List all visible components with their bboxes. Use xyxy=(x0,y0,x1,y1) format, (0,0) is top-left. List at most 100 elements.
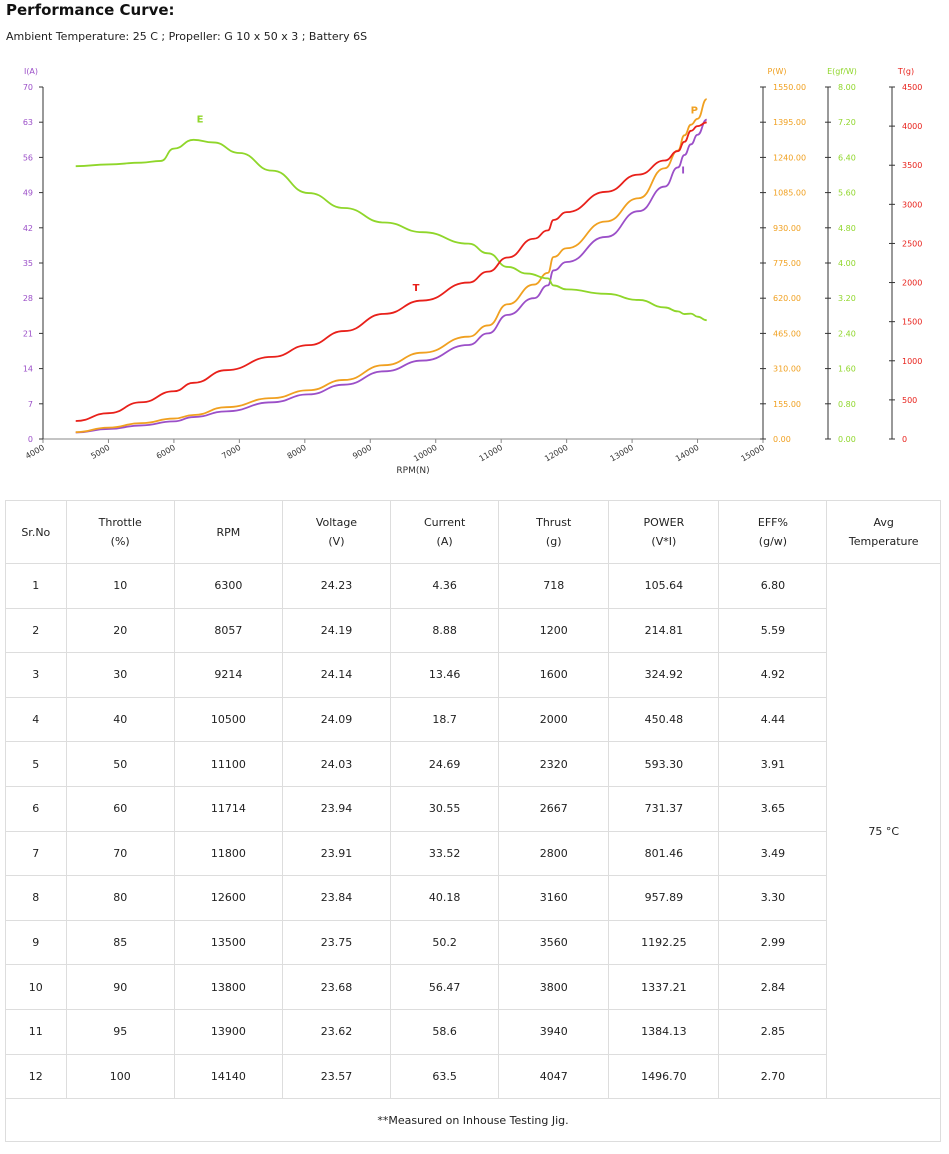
y-tick-label-i: 14 xyxy=(23,365,33,374)
table-cell: 5.59 xyxy=(718,607,828,654)
table-cell: 718 xyxy=(498,563,610,609)
column-header-line: (%) xyxy=(110,535,130,548)
table-cell: 23.94 xyxy=(281,785,392,832)
table-cell: 23.62 xyxy=(281,1008,392,1055)
y-tick-label-p: 1395.00 xyxy=(773,118,806,127)
y-tick-label-i: 56 xyxy=(23,153,33,162)
y-tick-label-p: 0.00 xyxy=(773,435,791,444)
y-tick-label-t: 0 xyxy=(902,435,907,444)
table-cell: 24.09 xyxy=(281,696,392,743)
y-tick-label-i: 7 xyxy=(28,400,33,409)
table-cell: 2667 xyxy=(498,785,610,832)
table-cell: 731.37 xyxy=(608,785,720,832)
y-tick-label-e: 0.80 xyxy=(838,400,856,409)
y-tick-label-i: 0 xyxy=(28,435,33,444)
table-cell: 801.46 xyxy=(608,830,720,877)
table-cell: 3160 xyxy=(498,875,610,921)
table-cell: 3800 xyxy=(498,964,610,1010)
x-tick-label: 8000 xyxy=(286,443,308,461)
table-cell: 24.69 xyxy=(390,741,500,787)
table-cell: 3.49 xyxy=(718,830,828,877)
table-header-row: Sr.No Throttle (%) RPM Voltage (V) Current (A) T… xyxy=(5,500,941,564)
column-header-line: (g/w) xyxy=(758,535,788,548)
table-cell: 4047 xyxy=(498,1053,610,1100)
table-cell: 214.81 xyxy=(608,607,720,654)
column-header: EFF% (g/w) xyxy=(718,500,828,564)
table-cell: 5 xyxy=(5,741,67,787)
column-header-line: POWER xyxy=(643,516,685,529)
column-header: Current (A) xyxy=(390,500,500,564)
table-cell: 1192.25 xyxy=(608,919,720,966)
table-cell: 12 xyxy=(5,1053,67,1100)
column-header-line: (A) xyxy=(436,535,453,548)
table-cell: 80 xyxy=(65,875,175,921)
y-tick-label-p: 1550.00 xyxy=(773,83,806,92)
series-line-p xyxy=(75,98,708,434)
x-tick-label: 6000 xyxy=(155,443,177,461)
y-tick-label-e: 4.00 xyxy=(838,259,856,268)
y-axis-label-t: T(g) xyxy=(897,67,914,76)
table-row: 1 10 6300 24.23 4.36 718 105.64 6.80 75 °C xyxy=(5,562,941,1100)
y-tick-label-i: 21 xyxy=(23,329,33,338)
series-line-t xyxy=(75,121,707,422)
column-header: POWER (V*I) xyxy=(608,500,720,564)
y-tick-label-e: 6.40 xyxy=(838,153,856,162)
column-header: Avg Temperature xyxy=(826,500,941,564)
y-tick-label-e: 8.00 xyxy=(838,83,856,92)
y-axis-label-e: E(gf/W) xyxy=(827,67,857,76)
y-tick-label-e: 0.00 xyxy=(838,435,856,444)
table-cell: 450.48 xyxy=(608,696,720,743)
table-row: 10 90 13800 23.68 56.47 3800 1337.21 2.84 xyxy=(5,964,941,1010)
table-cell: 3560 xyxy=(498,919,610,966)
y-tick-label-t: 2500 xyxy=(902,239,922,248)
x-tick-label: 10000 xyxy=(412,443,439,464)
column-header: Thrust (g) xyxy=(498,500,610,564)
table-cell: 1200 xyxy=(498,607,610,654)
column-header: Sr.No xyxy=(5,500,67,564)
table-cell: 11 xyxy=(5,1008,67,1055)
table-cell: 24.23 xyxy=(281,563,392,609)
table-cell: 90 xyxy=(65,964,175,1010)
table-row: 11 95 13900 23.62 58.6 3940 1384.13 2.85 xyxy=(5,1008,941,1055)
table-cell: 40.18 xyxy=(390,875,500,921)
table-cell: 20 xyxy=(65,607,175,654)
table-cell: 23.84 xyxy=(281,875,392,921)
column-header-line: RPM xyxy=(216,525,241,539)
table-cell: 95 xyxy=(65,1008,175,1055)
y-tick-label-e: 1.60 xyxy=(838,365,856,374)
y-tick-label-e: 4.80 xyxy=(838,224,856,233)
table-cell: 11100 xyxy=(173,741,283,787)
x-tick-label: 13000 xyxy=(609,443,636,464)
y-tick-label-i: 70 xyxy=(23,83,33,92)
table-cell: 105.64 xyxy=(608,563,720,609)
table-cell: 6 xyxy=(5,785,67,832)
table-cell: 9 xyxy=(5,919,67,966)
column-header: Throttle (%) xyxy=(65,500,175,564)
table-cell: 3.65 xyxy=(718,785,828,832)
series-line-i xyxy=(75,118,708,434)
table-cell: 3 xyxy=(5,652,67,698)
table-cell: 4.92 xyxy=(718,652,828,698)
table-cell: 4 xyxy=(5,696,67,743)
table-row: 12 100 14140 23.57 63.5 4047 1496.70 2.70 xyxy=(5,1053,941,1100)
table-row: 7 70 11800 23.91 33.52 2800 801.46 3.49 xyxy=(5,830,941,877)
y-tick-label-p: 1240.00 xyxy=(773,153,806,162)
table-cell: 23.57 xyxy=(281,1053,392,1100)
table-cell: 2.99 xyxy=(718,919,828,966)
table-cell: 3940 xyxy=(498,1008,610,1055)
table-row: 3 30 9214 24.14 13.46 1600 324.92 4.92 xyxy=(5,652,941,698)
column-header-line: Avg xyxy=(873,516,894,529)
table-cell: 18.7 xyxy=(390,696,500,743)
column-header-line: Throttle xyxy=(98,516,142,529)
table-cell: 40 xyxy=(65,696,175,743)
table-cell: 593.30 xyxy=(608,741,720,787)
table-cell: 2.70 xyxy=(718,1053,828,1100)
table-cell: 12600 xyxy=(173,875,283,921)
table-cell: 2.84 xyxy=(718,964,828,1010)
page-subtitle: Ambient Temperature: 25 C ; Propeller: G… xyxy=(6,30,368,43)
table-cell: 70 xyxy=(65,830,175,877)
x-tick-label: 14000 xyxy=(674,443,701,464)
table-cell: 3.30 xyxy=(718,875,828,921)
avg-temperature-cell: 75 °C xyxy=(826,562,941,1100)
table-cell: 14140 xyxy=(173,1053,283,1100)
